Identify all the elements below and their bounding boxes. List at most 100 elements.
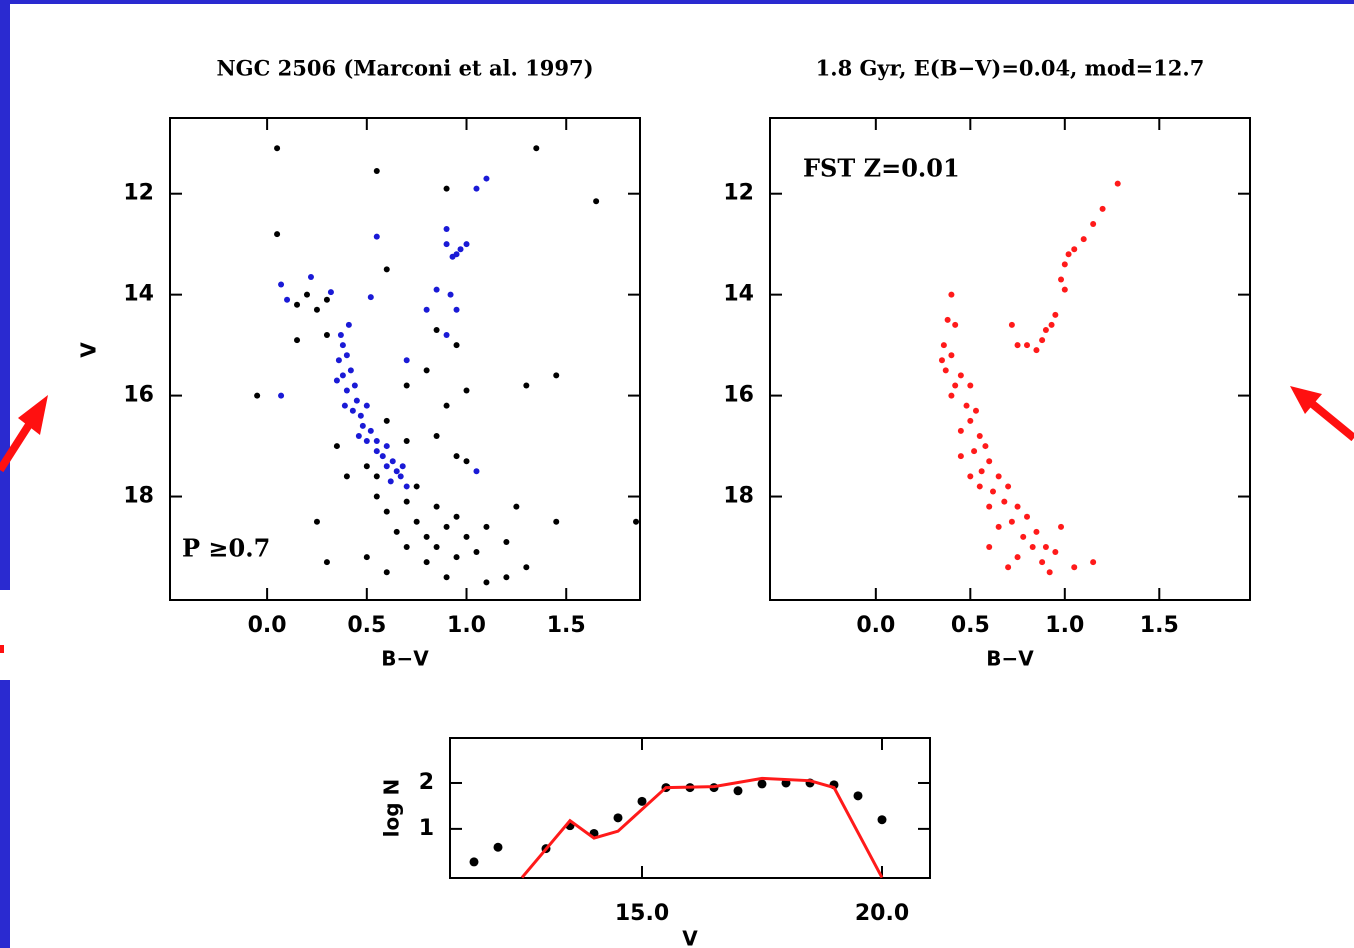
data-point [463, 533, 470, 540]
data-point [986, 458, 993, 465]
x-tick-label: 1.0 [447, 613, 486, 638]
data-point [553, 372, 560, 379]
data-point [447, 291, 454, 298]
data-point [373, 473, 380, 480]
data-point [387, 478, 394, 485]
data-point [383, 463, 390, 470]
data-point [278, 281, 285, 288]
data-point [1058, 276, 1065, 283]
y-axis-label: log N [380, 779, 404, 838]
data-point [274, 145, 281, 152]
data-point [473, 468, 480, 475]
data-point [335, 357, 342, 364]
data-point [1024, 342, 1031, 349]
data-point [733, 786, 743, 796]
data-point [343, 473, 350, 480]
data-point [254, 392, 261, 399]
arrow-left [0, 395, 48, 473]
data-point [957, 372, 964, 379]
data-point [393, 528, 400, 535]
data-point [278, 392, 285, 399]
data-point [393, 468, 400, 475]
data-point [1008, 321, 1015, 328]
data-point [433, 326, 440, 333]
data-point [363, 438, 370, 445]
data-point [423, 306, 430, 313]
data-point [1014, 554, 1021, 561]
data-point [613, 813, 623, 823]
data-point [952, 382, 959, 389]
data-point [323, 296, 330, 303]
data-point [986, 503, 993, 510]
top-bar [0, 0, 1354, 4]
data-point [1090, 220, 1097, 227]
data-point [493, 842, 503, 852]
data-point [967, 473, 974, 480]
data-point [940, 342, 947, 349]
data-point [284, 296, 291, 303]
y-tick-label: 16 [123, 383, 154, 408]
data-point [1099, 205, 1106, 212]
data-point [353, 397, 360, 404]
data-point [403, 438, 410, 445]
data-point [1061, 286, 1068, 293]
data-point [1090, 559, 1097, 566]
data-point [274, 231, 281, 238]
data-point [473, 185, 480, 192]
data-point [357, 412, 364, 419]
data-point [443, 226, 450, 233]
data-point [341, 402, 348, 409]
data-point [363, 554, 370, 561]
data-point [453, 342, 460, 349]
x-tick-label: 0.5 [951, 613, 990, 638]
data-point [457, 246, 464, 253]
data-point [333, 443, 340, 450]
data-point [463, 387, 470, 394]
data-point [343, 352, 350, 359]
data-point [1052, 549, 1059, 556]
data-point [637, 796, 647, 806]
data-point [593, 198, 600, 205]
data-point [948, 352, 955, 359]
data-point [303, 291, 310, 298]
x-tick-label: 0.0 [248, 613, 287, 638]
y-tick-label: 12 [123, 181, 154, 206]
x-axis-label: V [682, 927, 698, 948]
data-point [1005, 564, 1012, 571]
data-point [533, 145, 540, 152]
data-point [397, 473, 404, 480]
data-point [1014, 342, 1021, 349]
y-tick-label: 14 [723, 282, 754, 307]
chart-title: 1.8 Gyr, E(B−V)=0.04, mod=12.7 [816, 56, 1205, 81]
data-point [327, 289, 334, 296]
data-point [383, 417, 390, 424]
data-point [963, 402, 970, 409]
data-point [972, 407, 979, 414]
data-point [373, 438, 380, 445]
data-point [1001, 498, 1008, 505]
data-point [449, 253, 456, 260]
y-tick-label: 16 [723, 383, 754, 408]
chart-title: NGC 2506 (Marconi et al. 1997) [216, 56, 593, 81]
data-point [443, 574, 450, 581]
data-point [995, 473, 1002, 480]
data-point [948, 392, 955, 399]
data-point [423, 533, 430, 540]
data-point [503, 538, 510, 545]
data-point [1024, 513, 1031, 520]
data-point [294, 337, 301, 344]
y-tick-label: 2 [419, 770, 434, 795]
x-axis-label: B−V [986, 647, 1034, 671]
data-point [1048, 321, 1055, 328]
data-point [367, 427, 374, 434]
data-point [978, 468, 985, 475]
data-point [1020, 533, 1027, 540]
data-point [373, 448, 380, 455]
data-point [403, 544, 410, 551]
data-point [1114, 180, 1121, 187]
data-point [523, 382, 530, 389]
data-line [520, 776, 884, 879]
data-point [942, 367, 949, 374]
